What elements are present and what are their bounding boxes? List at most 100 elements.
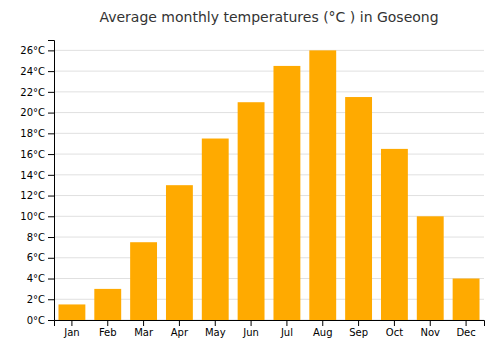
tick-mark [48, 237, 54, 238]
tick-mark [48, 92, 54, 93]
tick: 12°C [20, 190, 54, 201]
grid-line [54, 195, 484, 196]
axis-line [48, 41, 55, 321]
bar [58, 304, 85, 320]
tick-label: 20°C [20, 107, 45, 118]
chart: Jan Feb Mar Apr May Jun Jul Aug Sep Oct Nov Dec 0°C 2… [0, 0, 500, 350]
tick-mark [251, 320, 252, 326]
tick: 4°C [27, 273, 54, 284]
tick-label: 18°C [20, 128, 45, 139]
tick-label: 14°C [20, 170, 45, 181]
tick-label: Mar [134, 327, 154, 338]
bar [94, 289, 121, 320]
grid-line [54, 112, 484, 113]
tick-mark [48, 154, 54, 155]
tick-mark [143, 320, 144, 326]
tick-label: 2°C [27, 294, 45, 305]
tick: 26°C [20, 45, 54, 56]
tick: Oct [386, 320, 403, 338]
bar [202, 139, 229, 320]
axis-line [55, 321, 485, 327]
bar [345, 97, 372, 320]
tick-label: 16°C [20, 149, 45, 160]
grid-line [54, 133, 484, 134]
tick-label: Oct [386, 327, 403, 338]
tick-mark [48, 71, 54, 72]
tick: Apr [171, 320, 189, 338]
tick: Feb [99, 320, 117, 338]
tick: 22°C [20, 87, 54, 98]
tick-label: 26°C [20, 45, 45, 56]
tick: May [205, 320, 226, 338]
bar [381, 149, 408, 320]
tick: Mar [134, 320, 154, 338]
grid-line [54, 91, 484, 92]
tick-label: Nov [420, 327, 440, 338]
tick-label: 4°C [27, 273, 45, 284]
tick: Jul [280, 320, 293, 338]
tick-mark [430, 320, 431, 326]
grid-line [54, 71, 484, 72]
tick-mark [179, 320, 180, 326]
tick-mark [48, 133, 54, 134]
tick-mark [48, 258, 54, 259]
tick: 6°C [27, 252, 54, 263]
tick-mark [48, 279, 54, 280]
tick-label: Feb [99, 327, 117, 338]
y-axis: 0°C 2°C 4°C 6°C 8°C 10°C 12°C 14°C 16°C 18°C 20°C 2… [20, 41, 54, 326]
tick-label: 12°C [20, 190, 45, 201]
tick-mark [215, 320, 216, 326]
tick: 0°C [27, 315, 54, 326]
tick-mark [48, 320, 54, 321]
tick-mark [286, 320, 287, 326]
tick: Dec [456, 320, 475, 338]
tick-mark [358, 320, 359, 326]
tick-mark [466, 320, 467, 326]
tick-label: Jul [280, 327, 293, 338]
tick-mark [322, 320, 323, 326]
tick-label: Jun [242, 327, 259, 338]
tick: 14°C [20, 170, 54, 181]
tick-label: 6°C [27, 252, 45, 263]
tick-label: 0°C [27, 315, 45, 326]
tick: Sep [349, 320, 368, 338]
tick-label: Jan [63, 327, 79, 338]
grid [54, 50, 484, 320]
tick-label: Aug [313, 327, 333, 338]
tick: 20°C [20, 107, 54, 118]
tick: 8°C [27, 232, 54, 243]
tick-mark [107, 320, 108, 326]
bar [309, 50, 336, 320]
tick-mark [71, 320, 72, 326]
tick: 2°C [27, 294, 54, 305]
bar [130, 242, 157, 320]
tick-mark [48, 216, 54, 217]
bar [238, 102, 265, 320]
tick-label: 8°C [27, 232, 45, 243]
tick: 10°C [20, 211, 54, 222]
bar [453, 279, 480, 320]
tick: Nov [420, 320, 440, 338]
tick-mark [48, 50, 54, 51]
x-axis: Jan Feb Mar Apr May Jun Jul Aug Sep Oct Nov Dec [55, 320, 485, 338]
tick: Jan [63, 320, 79, 338]
bar [417, 216, 444, 320]
tick-mark [48, 299, 54, 300]
grid-line [54, 174, 484, 175]
tick-label: Sep [349, 327, 368, 338]
tick: 16°C [20, 149, 54, 160]
title: Average monthly temperatures (°C ) in Go… [99, 9, 438, 25]
tick-label: 22°C [20, 87, 45, 98]
grid-line [54, 50, 484, 51]
tick-mark [48, 175, 54, 176]
tick-label: 10°C [20, 211, 45, 222]
bar [273, 66, 300, 320]
tick-mark [48, 196, 54, 197]
bars [58, 50, 479, 320]
grid-line [54, 154, 484, 155]
tick-label: Dec [456, 327, 475, 338]
tick-mark [48, 113, 54, 114]
tick: Aug [313, 320, 333, 338]
tick-label: Apr [171, 327, 189, 338]
tick: Jun [242, 320, 259, 338]
